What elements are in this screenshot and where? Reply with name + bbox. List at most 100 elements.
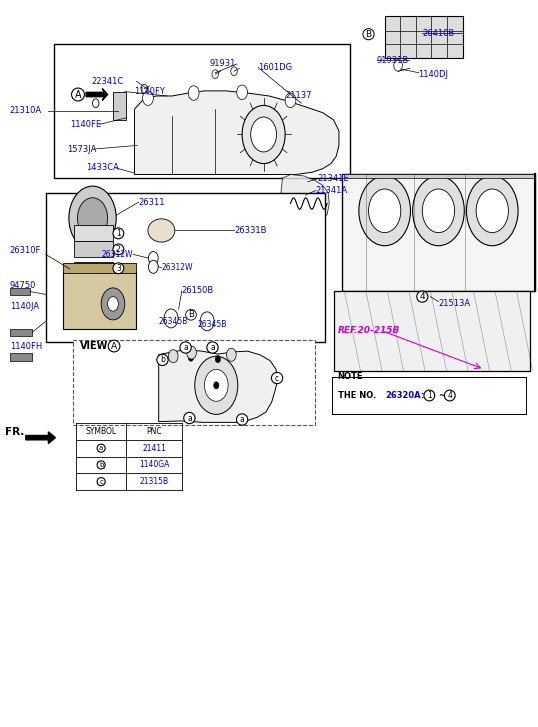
Bar (74, 262, 113, 275)
Text: 1: 1 (427, 391, 431, 400)
Text: 26320A: 26320A (385, 391, 421, 400)
Text: 26312W: 26312W (102, 250, 133, 259)
Text: 4: 4 (447, 391, 452, 400)
Circle shape (251, 117, 277, 152)
Circle shape (148, 260, 158, 273)
Text: 1140FH: 1140FH (10, 342, 42, 351)
Text: 1140FE: 1140FE (70, 120, 101, 129)
Circle shape (413, 176, 464, 246)
Text: a: a (187, 414, 192, 422)
Text: a: a (240, 415, 244, 424)
Circle shape (77, 198, 108, 238)
Text: 1140JA: 1140JA (10, 302, 39, 311)
Circle shape (242, 105, 285, 164)
Text: 26345B: 26345B (159, 317, 188, 326)
Text: 26345B: 26345B (198, 320, 228, 329)
Text: 26312W: 26312W (161, 263, 193, 272)
Bar (10, 288, 30, 295)
Text: 21513A: 21513A (438, 299, 471, 308)
Bar (113, 92, 126, 120)
Polygon shape (280, 174, 329, 225)
Text: THE NO.: THE NO. (338, 391, 379, 400)
Text: 26150B: 26150B (182, 286, 214, 295)
Text: A: A (75, 89, 81, 100)
Text: 1140DJ: 1140DJ (419, 71, 449, 79)
Polygon shape (159, 350, 278, 422)
Circle shape (168, 350, 178, 363)
Circle shape (187, 346, 196, 359)
Text: 1140GA: 1140GA (139, 460, 169, 470)
Text: a: a (99, 445, 103, 451)
Circle shape (226, 348, 236, 361)
Text: 21137: 21137 (285, 92, 312, 100)
Text: B: B (188, 310, 194, 319)
Polygon shape (334, 291, 530, 371)
Text: REF.20-215B: REF.20-215B (338, 326, 400, 335)
Circle shape (164, 309, 178, 328)
Text: 1601DG: 1601DG (258, 63, 292, 72)
Text: 21310A: 21310A (10, 106, 42, 115)
FancyBboxPatch shape (54, 44, 350, 178)
Text: 1: 1 (116, 229, 121, 238)
Text: NOTE: NOTE (337, 372, 362, 381)
FancyBboxPatch shape (46, 193, 325, 342)
Text: 21315B: 21315B (139, 477, 169, 486)
Circle shape (369, 189, 401, 233)
Text: 2: 2 (116, 245, 121, 254)
Circle shape (108, 297, 118, 311)
Text: b: b (99, 462, 103, 468)
Bar (74, 225, 113, 241)
Text: 91931: 91931 (210, 60, 236, 68)
Bar (63, 272, 136, 329)
Text: B: B (365, 30, 372, 39)
Circle shape (148, 252, 158, 265)
Polygon shape (335, 375, 369, 378)
Text: c: c (275, 374, 279, 382)
Bar (10, 353, 32, 361)
Text: 22341C: 22341C (91, 77, 124, 86)
Circle shape (195, 356, 238, 414)
Circle shape (69, 186, 116, 250)
Circle shape (93, 99, 99, 108)
Polygon shape (342, 174, 535, 178)
Text: 1140FY: 1140FY (134, 87, 165, 96)
Bar (74, 241, 113, 257)
Bar (10, 329, 32, 336)
Text: :: : (420, 391, 423, 400)
Text: 26331B: 26331B (234, 226, 266, 235)
Text: PNC: PNC (146, 427, 162, 436)
Polygon shape (342, 174, 535, 291)
Ellipse shape (148, 219, 175, 242)
Circle shape (200, 312, 214, 331)
Circle shape (359, 176, 410, 246)
Text: 1573JA: 1573JA (67, 145, 97, 153)
Text: 26311: 26311 (139, 198, 165, 206)
Circle shape (237, 85, 247, 100)
Circle shape (212, 70, 218, 79)
Text: 26410B: 26410B (422, 29, 455, 38)
Text: SYMBOL: SYMBOL (86, 427, 117, 436)
Text: 91931B: 91931B (377, 56, 409, 65)
Text: 21411: 21411 (142, 443, 166, 453)
Circle shape (231, 67, 237, 76)
Text: 4: 4 (420, 292, 425, 301)
Text: A: A (111, 342, 117, 350)
Text: c: c (99, 478, 103, 485)
Polygon shape (86, 89, 108, 100)
Circle shape (204, 369, 228, 401)
Circle shape (188, 86, 199, 100)
Text: a: a (210, 343, 215, 352)
Circle shape (143, 91, 153, 105)
Circle shape (466, 176, 518, 246)
FancyBboxPatch shape (385, 16, 463, 58)
FancyBboxPatch shape (73, 340, 315, 425)
Circle shape (188, 354, 194, 361)
Circle shape (101, 288, 125, 320)
Circle shape (285, 93, 296, 108)
Circle shape (422, 189, 455, 233)
Text: b: b (160, 356, 165, 364)
Circle shape (476, 189, 508, 233)
Text: 26310F: 26310F (10, 246, 41, 255)
Text: 21341A: 21341A (316, 186, 348, 195)
Text: 21341E: 21341E (317, 174, 349, 183)
